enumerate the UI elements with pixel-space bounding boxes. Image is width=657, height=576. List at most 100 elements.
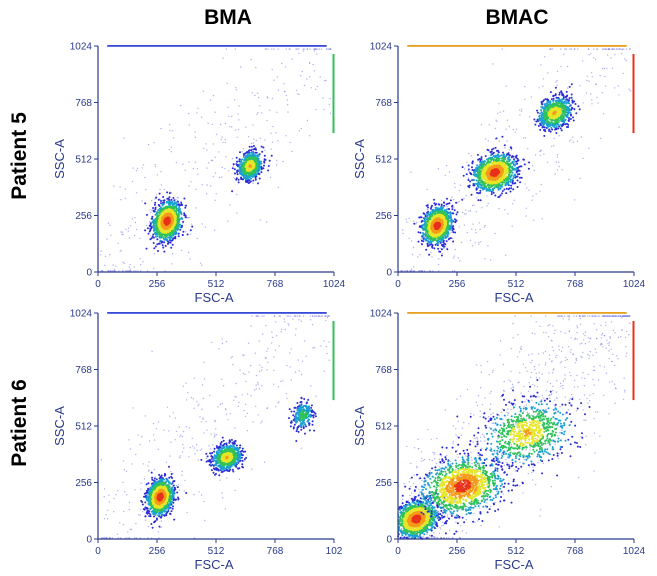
scatter-point [556,84,558,87]
scatter-point [492,191,495,194]
scatter-point [437,239,440,242]
scatter-point [133,234,136,237]
scatter-point [617,85,619,87]
scatter-point [329,112,332,114]
scatter-point [501,190,504,192]
scatter-point [514,131,516,133]
scatter-point [156,211,159,214]
scatter-point [173,199,176,202]
scatter-point [510,147,513,150]
scatter-point [489,259,492,261]
scatter-point [124,188,126,190]
scatter-point [452,225,455,228]
scatter-point [408,217,410,220]
scatter-point [250,151,253,154]
scatter-point [452,270,454,272]
scatter-point [625,48,628,50]
scatter-point [172,137,175,139]
scatter-point [251,176,254,178]
scatter-point [625,59,627,62]
scatter-point [135,270,137,272]
scatter-point [505,192,508,195]
scatter-point [152,242,155,244]
scatter-point [478,174,481,177]
scatter-point [449,237,452,240]
scatter-point [426,232,429,234]
scatter-point [506,140,508,142]
scatter-point [182,163,184,165]
scatter-point [450,223,453,225]
scatter-point [433,198,435,201]
scatter-point [160,184,163,186]
scatter-point [488,124,490,126]
scatter-point [622,72,624,75]
scatter-point [248,136,250,138]
scatter-point [558,165,560,168]
scatter-point [478,222,480,224]
scatter-point [151,209,153,211]
scatter-point [171,130,173,132]
scatter-point [540,64,542,66]
scatter-point [244,152,247,155]
scatter-point [244,177,247,179]
scatter-point [284,90,286,93]
scatter-point [162,246,165,249]
scatter-point [488,186,490,189]
scatter-point [150,211,152,213]
scatter-point [475,232,477,234]
scatter-point [479,186,482,189]
scatter-point [496,149,498,152]
scatter-point [169,241,172,244]
scatter-point [100,250,102,252]
scatter-point [275,132,277,134]
scatter-point [109,224,111,226]
scatter-point [510,174,513,177]
scatter-point [524,183,526,185]
scatter-point [586,75,588,77]
scatter-point [158,205,161,207]
scatter-point [250,149,253,152]
scatter-point [241,151,243,153]
scatter-point [259,137,262,139]
scatter-point [476,171,479,174]
scatter-point [142,261,144,263]
scatter-point [297,48,300,50]
scatter-point [178,206,181,209]
scatter-point [576,140,579,143]
scatter-point [461,198,464,201]
y-axis-title: SSC-A [52,139,67,179]
scatter-point [423,212,426,215]
scatter-point [487,188,490,191]
scatter-point [512,177,515,180]
scatter-point [171,243,174,246]
scatter-point [500,157,503,160]
scatter-point [412,270,414,272]
scatter-point [451,196,453,198]
scatter-point [454,248,456,251]
scatter-point [161,204,164,207]
scatter-point [510,187,513,190]
scatter-point [436,224,438,227]
scatter-point [520,176,523,179]
scatter-point [189,233,192,235]
scatter-point [467,179,470,181]
scatter-point [438,203,441,206]
scatter-point [502,110,505,112]
scatter-point [163,199,166,202]
scatter-point [234,129,237,131]
scatter-point [593,48,595,50]
scatter-point [151,217,154,220]
scatter-point [449,219,452,222]
scatter-point [403,270,405,272]
scatter-point [232,163,235,166]
scatter-point [456,211,459,214]
scatter-point [471,245,474,247]
scatter-point [252,124,254,126]
scatter-point [466,161,468,163]
scatter-point [451,205,454,208]
scatter-point [254,151,257,154]
scatter-point [468,171,470,173]
scatter-point [595,83,597,85]
scatter-point [544,56,546,58]
scatter-point [490,193,493,196]
